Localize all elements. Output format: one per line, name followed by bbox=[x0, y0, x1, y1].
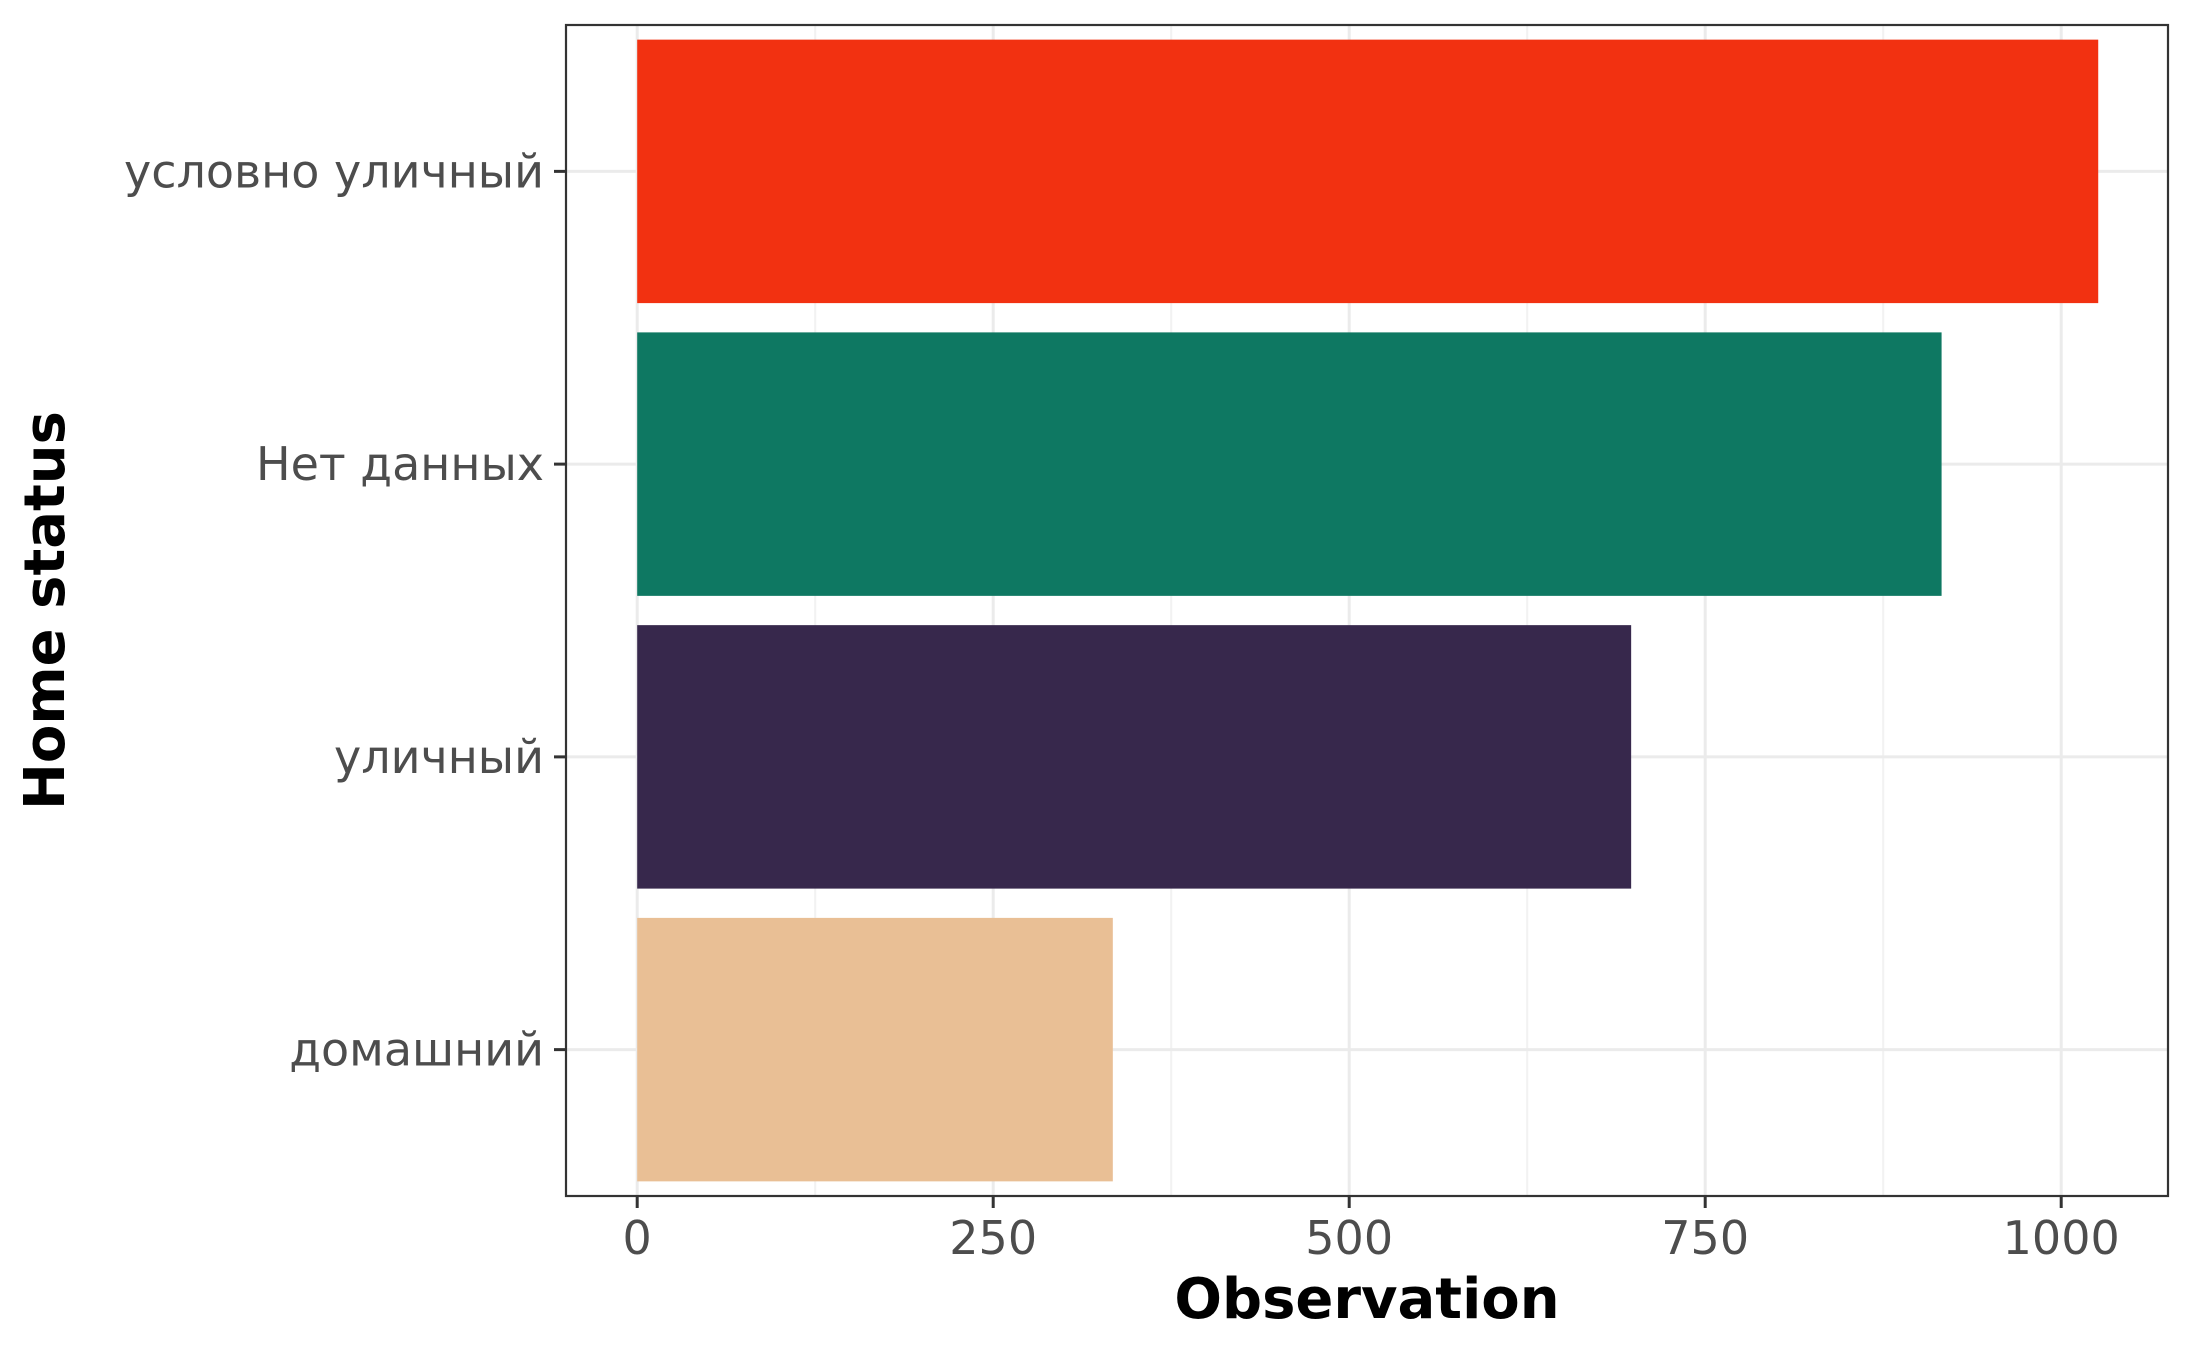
y-tick-label: условно уличный bbox=[124, 144, 544, 198]
x-tick-label: 1000 bbox=[2003, 1211, 2120, 1265]
x-tick-label: 0 bbox=[623, 1211, 652, 1265]
x-tick-label: 750 bbox=[1661, 1211, 1749, 1265]
panel-border bbox=[564, 23, 2170, 1198]
axes: 0 250 500 750 1000 условно уличный Нет данных у… bbox=[124, 144, 2120, 1265]
x-axis-title: Observation bbox=[1174, 1267, 1559, 1332]
bar bbox=[637, 39, 2099, 304]
x-tick-label: 500 bbox=[1305, 1211, 1393, 1265]
y-axis-title: Home status bbox=[13, 411, 78, 810]
y-tick-label: домашний bbox=[289, 1023, 544, 1077]
bar bbox=[637, 332, 1942, 596]
bars bbox=[637, 39, 2099, 1182]
x-tick-label: 250 bbox=[949, 1211, 1037, 1265]
bar bbox=[637, 917, 1113, 1182]
y-tick-label: Нет данных bbox=[256, 437, 544, 491]
bar bbox=[637, 625, 1632, 889]
y-tick-label: уличный bbox=[334, 730, 544, 784]
